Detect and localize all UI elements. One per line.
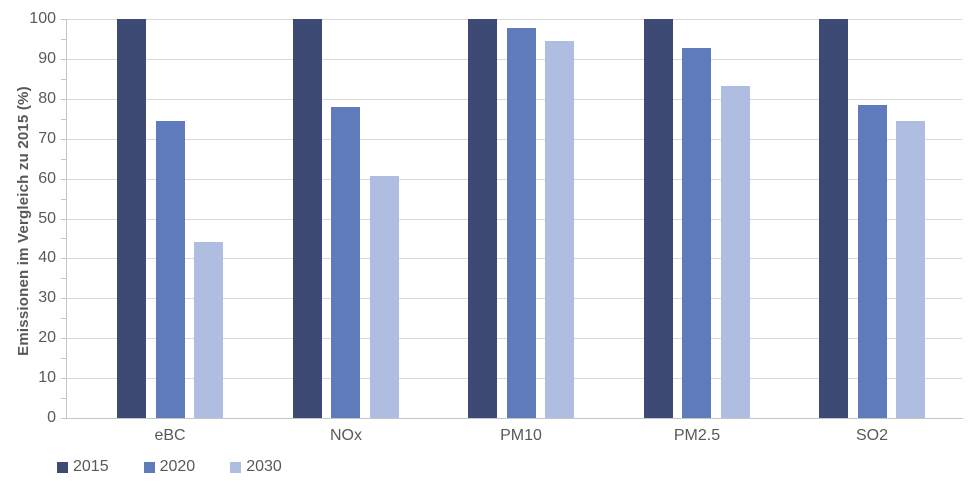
bar-2015-PM10: [468, 19, 497, 418]
legend-label-2020: 2020: [159, 458, 196, 475]
y-tick-label-70: 70: [38, 130, 56, 147]
y-tick-mark: [61, 219, 66, 220]
y-tick-mark: [61, 258, 66, 259]
y-tick-mark: [61, 418, 66, 419]
y-tick-label-60: 60: [38, 170, 56, 187]
legend-item-2020: 2020: [143, 458, 196, 476]
y-tick-label-80: 80: [38, 90, 56, 107]
y-axis-line: [66, 19, 67, 419]
y-tick-label-10: 10: [38, 369, 56, 386]
x-category-label-PM2.5: PM2.5: [673, 427, 721, 444]
y-tick-mark: [61, 179, 66, 180]
legend-label-2030: 2030: [246, 458, 282, 475]
y-tick-mark: [61, 338, 66, 339]
y-tick-mark: [61, 19, 66, 20]
bar-2030-NOx: [370, 176, 399, 418]
y-tick-label-30: 30: [38, 289, 56, 306]
y-tick-mark: [61, 358, 66, 359]
legend-item-2030: 2030: [230, 458, 282, 476]
y-tick-mark: [61, 139, 66, 140]
y-tick-label-50: 50: [38, 210, 56, 227]
y-tick-mark: [61, 39, 66, 40]
bar-2015-SO2: [819, 19, 848, 418]
y-tick-label-100: 100: [29, 10, 56, 27]
y-tick-mark: [61, 378, 66, 379]
bar-2030-PM2.5: [721, 86, 750, 418]
y-tick-mark: [61, 159, 66, 160]
x-category-label-SO2: SO2: [855, 427, 888, 444]
bar-2015-PM2.5: [644, 19, 673, 418]
bar-2030-eBC: [194, 242, 223, 418]
y-tick-label-20: 20: [38, 329, 56, 346]
bar-2015-eBC: [117, 19, 146, 418]
legend-swatch-2015: [57, 461, 68, 473]
bar-2020-eBC: [156, 121, 185, 418]
legend-swatch-2030: [230, 461, 242, 473]
bar-2020-NOx: [331, 107, 360, 418]
plot-area: [66, 19, 962, 418]
bar-2020-PM10: [507, 28, 536, 418]
y-tick-mark: [61, 79, 66, 80]
y-tick-mark: [61, 199, 66, 200]
x-category-label-NOx: NOx: [330, 427, 362, 444]
x-category-label-eBC: eBC: [154, 427, 186, 444]
legend-swatch-2020: [143, 461, 155, 473]
y-tick-label-90: 90: [38, 50, 56, 67]
legend-item-2015: 2015: [57, 458, 109, 476]
y-tick-mark: [61, 298, 66, 299]
y-tick-mark: [61, 238, 66, 239]
bar-2030-SO2: [896, 121, 925, 418]
legend: 2015 2020 2030: [57, 458, 317, 476]
legend-label-2015: 2015: [73, 458, 109, 475]
bar-2015-NOx: [293, 19, 322, 418]
x-axis-line: [66, 418, 963, 419]
y-tick-label-0: 0: [47, 409, 56, 426]
y-tick-mark: [61, 278, 66, 279]
y-tick-mark: [61, 99, 66, 100]
bar-2030-PM10: [545, 41, 574, 418]
y-tick-mark: [61, 119, 66, 120]
bar-2020-PM2.5: [682, 48, 711, 418]
y-tick-label-40: 40: [38, 249, 56, 266]
gridline-100: [66, 19, 962, 20]
bar-2020-SO2: [858, 105, 887, 418]
y-tick-mark: [61, 318, 66, 319]
x-category-label-PM10: PM10: [500, 427, 542, 444]
y-tick-mark: [61, 398, 66, 399]
y-tick-mark: [61, 59, 66, 60]
